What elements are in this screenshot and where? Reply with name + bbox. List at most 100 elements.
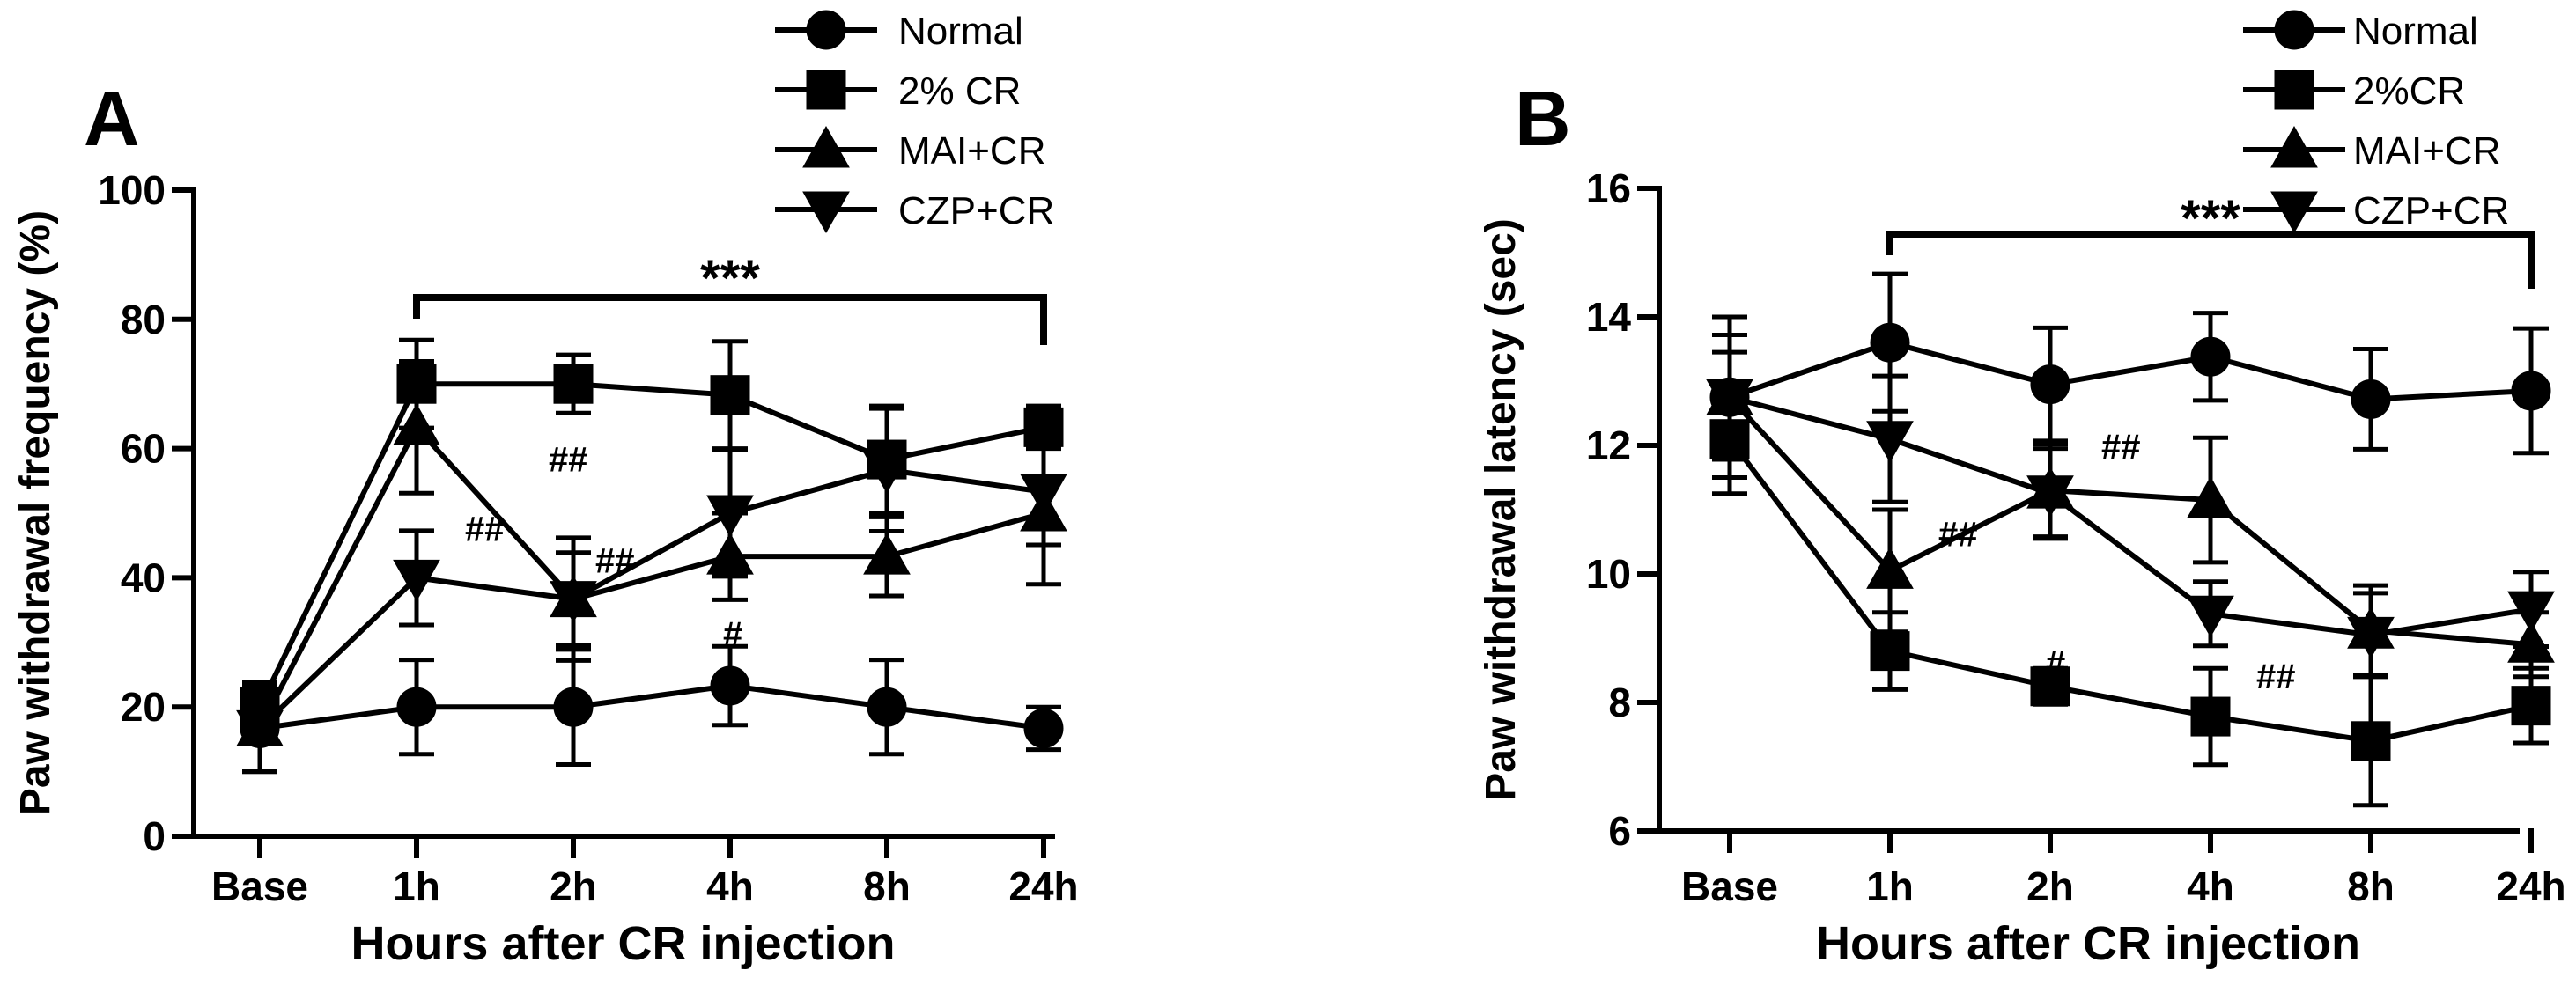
y-tick-label: 10 <box>1586 551 1631 597</box>
x-tick-label-2h: 2h <box>550 864 597 909</box>
series-normal <box>1709 271 2551 480</box>
data-point <box>2351 721 2391 761</box>
data-point <box>1866 421 1914 463</box>
legend-label: Normal <box>2353 10 2478 53</box>
data-point <box>2190 696 2231 737</box>
legend-item-2-cr: 2%CR <box>2243 70 2465 113</box>
legend: Normal 2% CR MAI+CR CZP+CR <box>775 10 1054 234</box>
y-axis-title: Paw withdrawal latency (sec) <box>1478 218 1524 801</box>
series-line-2-cr <box>257 381 1044 709</box>
data-point <box>2190 336 2231 377</box>
significance-bracket <box>413 294 1047 345</box>
annotation-hash: # <box>2046 644 2065 683</box>
annotation-hash: ## <box>595 542 635 581</box>
data-point <box>553 687 594 727</box>
legend-label: 2%CR <box>2353 70 2465 113</box>
x-tick-label-4h: 4h <box>706 864 754 909</box>
annotation-hash: # <box>723 615 742 654</box>
data-point <box>710 665 750 706</box>
legend-marker <box>2270 191 2318 234</box>
annotation-hash: ## <box>549 441 588 480</box>
x-tick-label-base: Base <box>211 864 308 909</box>
annotation-significance: *** <box>2181 190 2240 247</box>
legend: Normal 2%CR MAI+CR CZP+CR <box>2243 10 2509 234</box>
legend-marker <box>2274 70 2314 110</box>
y-tick-label: 16 <box>1586 165 1631 211</box>
series-mai-cr <box>236 359 1067 775</box>
y-tick-label: 0 <box>143 813 166 859</box>
legend-label: 2% CR <box>898 70 1021 113</box>
x-tick-label-2h: 2h <box>2026 864 2074 909</box>
data-point <box>2026 475 2074 518</box>
panel-b: B 6 8 10 12 14 16 Base 1h 2h 4h 8h 24h Hours after CR… <box>1478 10 2566 970</box>
data-point <box>867 687 907 727</box>
legend-item-czp-cr: CZP+CR <box>2243 189 2509 234</box>
x-tick-label-24h: 24h <box>2496 864 2565 909</box>
legend-marker <box>806 70 846 110</box>
y-tick-label: 100 <box>98 167 166 213</box>
series-line-mai-cr <box>257 423 1044 730</box>
x-axis-title: Hours after CR injection <box>1816 917 2360 970</box>
data-point <box>2511 686 2551 726</box>
y-tick-label: 40 <box>121 555 166 600</box>
data-point <box>393 403 440 445</box>
legend-item-2-cr: 2% CR <box>775 70 1021 113</box>
annotation-hash: ## <box>2101 428 2141 467</box>
data-point <box>2030 364 2070 405</box>
legend-item-normal: Normal <box>2243 10 2478 53</box>
data-point <box>553 364 594 404</box>
legend-item-normal: Normal <box>775 10 1023 53</box>
data-point <box>2187 476 2234 518</box>
data-point <box>393 559 440 602</box>
legend-label: MAI+CR <box>898 129 1045 173</box>
legend-label: CZP+CR <box>898 189 1054 232</box>
series-line-normal <box>259 682 1044 731</box>
data-point <box>2511 371 2551 411</box>
series-czp-cr <box>1706 349 2555 680</box>
legend-marker <box>806 10 846 50</box>
data-point <box>2507 591 2555 634</box>
data-point <box>863 533 911 575</box>
data-point <box>1706 379 1753 422</box>
legend-label: MAI+CR <box>2353 129 2500 173</box>
legend-marker <box>802 191 850 234</box>
data-point <box>1870 322 1910 363</box>
y-tick-label: 8 <box>1608 680 1631 725</box>
data-point <box>2187 595 2234 638</box>
data-point <box>1020 474 1067 516</box>
data-point <box>706 495 754 538</box>
x-tick-label-8h: 8h <box>2347 864 2395 909</box>
legend-marker <box>2270 125 2318 168</box>
data-point <box>1023 708 1064 748</box>
legend-label: Normal <box>898 10 1023 53</box>
y-tick-label: 12 <box>1586 423 1631 468</box>
data-point <box>1866 547 1914 589</box>
x-tick-label-1h: 1h <box>1866 864 1914 909</box>
annotation-hash: ## <box>465 510 505 548</box>
legend-marker <box>2274 10 2314 50</box>
legend-item-mai-cr: MAI+CR <box>775 125 1045 173</box>
legend-marker <box>802 125 850 168</box>
legend-item-mai-cr: MAI+CR <box>2243 125 2500 173</box>
x-tick-label-4h: 4h <box>2187 864 2234 909</box>
y-tick-label: 80 <box>121 297 166 342</box>
legend-label: CZP+CR <box>2353 189 2509 232</box>
data-point <box>2351 379 2391 419</box>
series-czp-cr <box>236 406 1067 775</box>
series-normal <box>240 643 1064 775</box>
data-point <box>863 452 911 494</box>
panel-label: A <box>84 75 140 162</box>
panel-a: A 0 20 40 60 80 100 Base 1h 2h 4h 8h 24h Hours after … <box>12 10 1079 970</box>
annotation-hash: ## <box>1938 515 1978 554</box>
data-point <box>2347 616 2395 659</box>
series-line-czp-cr <box>1729 394 2532 638</box>
y-tick-label: 20 <box>121 684 166 730</box>
y-tick-label: 60 <box>121 426 166 472</box>
annotation-hash: ## <box>2256 658 2296 696</box>
significance-bracket <box>1886 231 2535 289</box>
annotation-significance: *** <box>700 250 760 307</box>
panel-label: B <box>1515 75 1571 162</box>
x-tick-label-8h: 8h <box>863 864 911 909</box>
y-tick-label: 14 <box>1586 294 1632 340</box>
